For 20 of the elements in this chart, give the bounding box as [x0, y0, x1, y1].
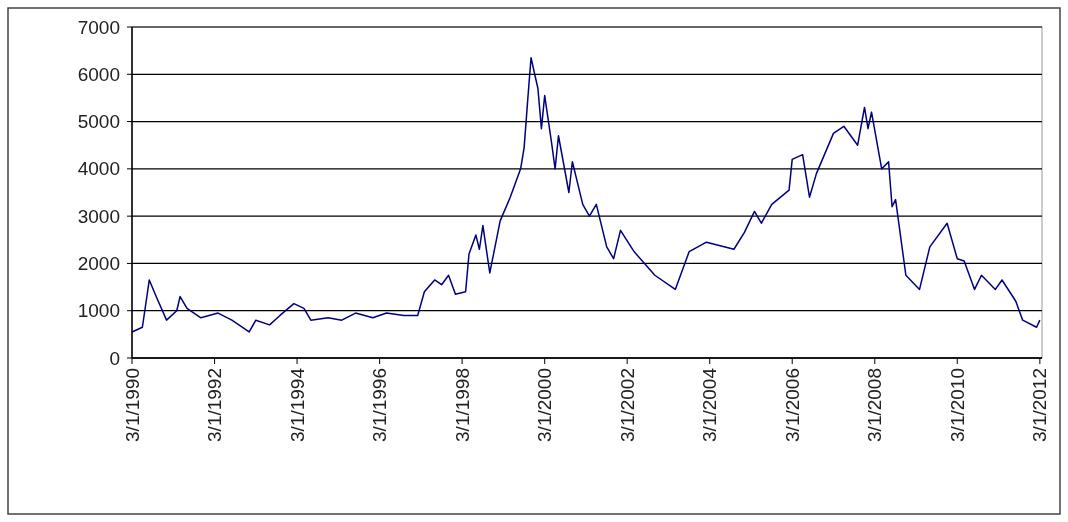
x-tick-label: 3/1/2008	[864, 368, 886, 442]
x-tick-label: 3/1/1998	[451, 368, 473, 442]
y-tick-label: 1000	[77, 300, 120, 322]
y-tick-label: 5000	[77, 111, 120, 133]
x-tick-label: 3/1/1992	[204, 368, 226, 442]
x-tick-label: 3/1/2010	[946, 368, 968, 442]
x-tick-label: 3/1/2006	[781, 368, 803, 442]
x-tick-label: 3/1/2000	[534, 368, 556, 442]
x-tick-label: 3/1/2012	[1029, 368, 1051, 442]
x-tick-label: 3/1/2004	[699, 367, 721, 442]
x-tick-label: 3/1/1996	[369, 368, 391, 442]
x-tick-label: 3/1/2002	[616, 368, 638, 442]
y-tick-label: 2000	[77, 252, 120, 274]
y-tick-label: 6000	[77, 63, 120, 85]
x-tick-label: 3/1/1990	[121, 368, 143, 442]
y-tick-label: 0	[109, 347, 120, 369]
y-tick-label: 3000	[77, 205, 120, 227]
y-tick-label: 4000	[77, 158, 120, 180]
y-tick-label: 7000	[77, 16, 120, 38]
x-tick-label: 3/1/1994	[286, 367, 308, 442]
